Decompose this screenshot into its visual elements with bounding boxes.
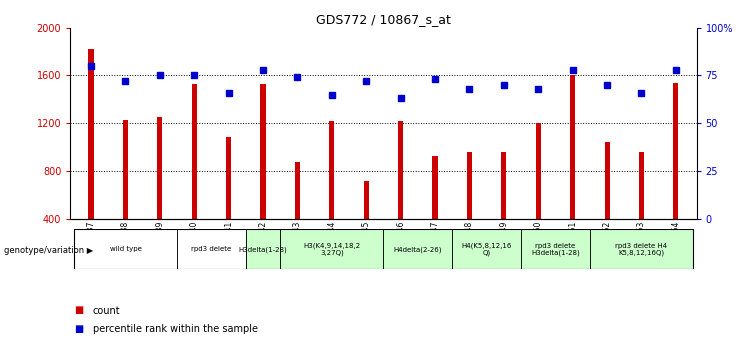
Text: percentile rank within the sample: percentile rank within the sample — [93, 325, 258, 334]
Bar — [452, 229, 521, 269]
Bar — [74, 229, 177, 269]
Bar — [246, 229, 280, 269]
Text: ■: ■ — [74, 325, 83, 334]
Bar — [433, 156, 438, 219]
Bar — [157, 117, 162, 219]
Bar — [536, 123, 541, 219]
Text: ■: ■ — [74, 306, 83, 315]
Bar — [280, 229, 384, 269]
Bar — [364, 181, 369, 219]
Text: rpd3 delete H4
K5,8,12,16Q): rpd3 delete H4 K5,8,12,16Q) — [616, 243, 668, 256]
Text: H4delta(2-26): H4delta(2-26) — [393, 246, 442, 253]
Bar — [192, 84, 197, 219]
Bar — [261, 84, 265, 219]
Bar — [467, 152, 472, 219]
Bar — [295, 161, 300, 219]
Bar — [88, 49, 93, 219]
Text: rpd3 delete
H3delta(1-28): rpd3 delete H3delta(1-28) — [531, 243, 580, 256]
Bar — [639, 152, 644, 219]
Bar — [123, 120, 128, 219]
Bar — [384, 229, 452, 269]
Text: H3delta(1-28): H3delta(1-28) — [239, 246, 288, 253]
Text: wild type: wild type — [110, 246, 142, 252]
Title: GDS772 / 10867_s_at: GDS772 / 10867_s_at — [316, 13, 451, 27]
Bar — [590, 229, 693, 269]
Bar — [605, 142, 610, 219]
Bar — [177, 229, 246, 269]
Text: genotype/variation ▶: genotype/variation ▶ — [4, 246, 93, 255]
Bar — [398, 121, 403, 219]
Bar — [521, 229, 590, 269]
Bar — [226, 137, 231, 219]
Text: H3(K4,9,14,18,2
3,27Q): H3(K4,9,14,18,2 3,27Q) — [303, 242, 360, 256]
Bar — [570, 76, 575, 219]
Text: count: count — [93, 306, 120, 315]
Bar — [329, 121, 334, 219]
Bar — [502, 152, 506, 219]
Text: rpd3 delete: rpd3 delete — [191, 246, 232, 252]
Text: H4(K5,8,12,16
Q): H4(K5,8,12,16 Q) — [462, 242, 512, 256]
Bar — [674, 83, 679, 219]
